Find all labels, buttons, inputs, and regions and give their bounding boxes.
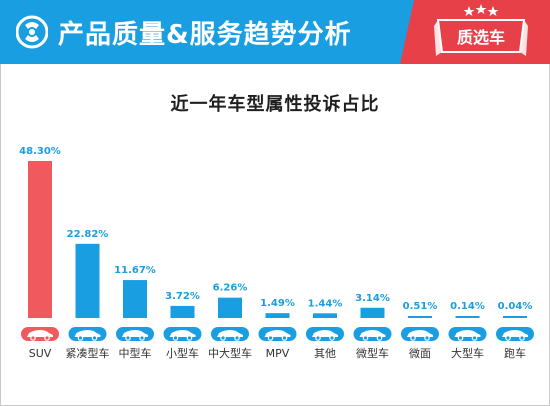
category-label-10: 跑车 — [504, 346, 526, 360]
value-label-6: 1.44% — [308, 298, 343, 309]
car-icon — [448, 327, 487, 341]
car-icon — [496, 327, 534, 341]
car-icon — [258, 327, 297, 341]
car-icon — [211, 327, 249, 341]
car-icon — [353, 327, 392, 341]
value-label-7: 3.14% — [355, 293, 390, 304]
value-label-8: 0.51% — [403, 301, 438, 312]
category-label-0: SUV — [29, 347, 52, 360]
category-label-1: 紧凑型车 — [66, 346, 110, 360]
value-label-5: 1.49% — [260, 298, 295, 309]
value-label-10: 0.04% — [498, 301, 533, 312]
bar-3 — [170, 305, 195, 318]
bar-0 — [28, 161, 52, 318]
star-icon — [463, 4, 499, 16]
bar-7 — [360, 307, 385, 318]
car-icon — [163, 327, 202, 341]
value-label-9: 0.14% — [450, 301, 485, 312]
bar-1 — [75, 243, 100, 318]
category-label-2: 中型车 — [119, 346, 152, 360]
category-label-9: 大型车 — [451, 346, 484, 360]
category-label-5: MPV — [266, 347, 290, 360]
car-icon — [116, 327, 154, 341]
category-label-4: 中大型车 — [208, 346, 252, 360]
car-icon — [401, 327, 439, 341]
car-icon — [68, 327, 107, 341]
value-label-1: 22.82% — [67, 229, 109, 240]
category-label-3: 小型车 — [166, 346, 199, 360]
bar-2 — [123, 280, 147, 318]
bar-5 — [265, 313, 290, 318]
bar-6 — [313, 313, 337, 318]
brand-badge: 质选车 — [400, 0, 550, 64]
logo-icon — [16, 15, 48, 49]
car-icon — [21, 327, 59, 341]
bar-8 — [408, 316, 432, 318]
brand-label: 质选车 — [456, 28, 505, 47]
value-label-4: 6.26% — [213, 283, 248, 294]
bar-10 — [503, 316, 527, 318]
bar-9 — [455, 316, 480, 318]
category-label-6: 其他 — [314, 347, 336, 360]
header-bar: 产品质量&服务趋势分析 质选车 — [0, 0, 550, 64]
category-label-7: 微型车 — [356, 346, 389, 360]
value-label-3: 3.72% — [165, 291, 200, 302]
bar-4 — [218, 297, 242, 318]
car-icon — [306, 327, 344, 341]
value-label-2: 11.67% — [114, 265, 156, 276]
value-label-0: 48.30% — [19, 146, 61, 157]
category-label-8: 微面 — [409, 346, 431, 360]
chart-title: 近一年车型属性投诉占比 — [170, 94, 380, 115]
header-title: 产品质量&服务趋势分析 — [58, 20, 352, 50]
